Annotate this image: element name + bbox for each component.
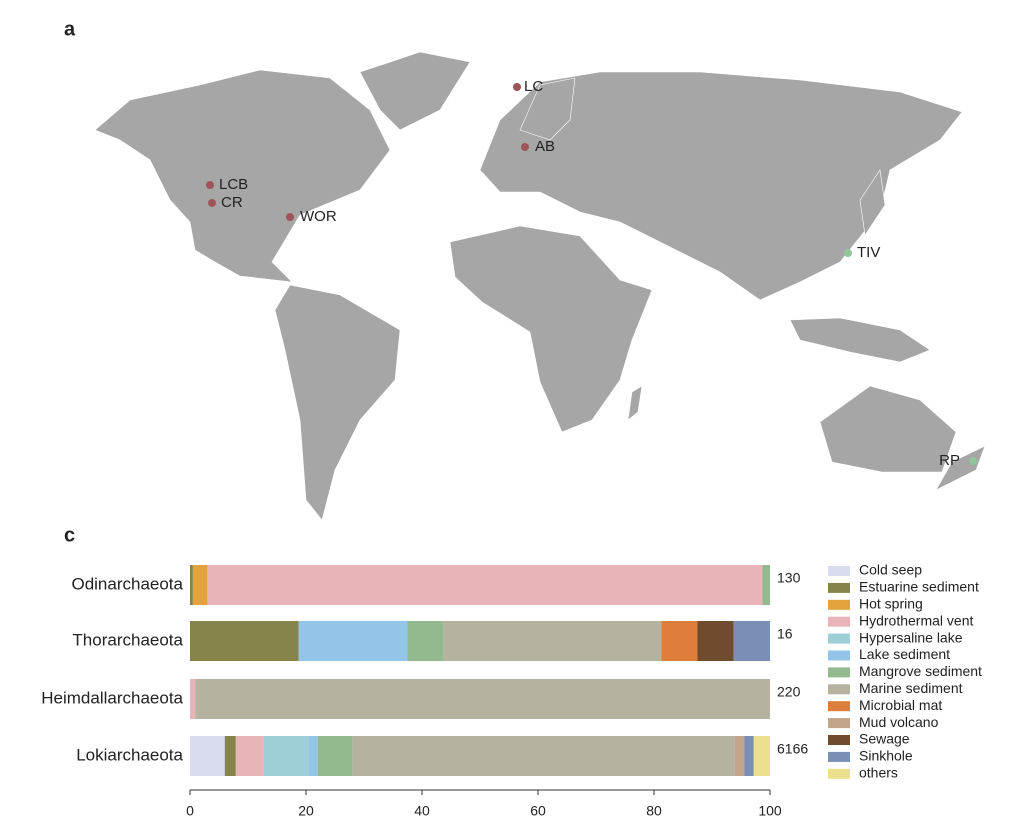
bar-segment	[224, 736, 236, 776]
bar-segment	[744, 736, 754, 776]
bar-segment	[190, 621, 299, 661]
category-label: Odinarchaeota	[71, 574, 183, 593]
south-america	[274, 284, 401, 521]
category-label: Heimdallarchaeota	[41, 688, 183, 707]
bar-segment	[317, 736, 353, 776]
africa	[449, 225, 653, 433]
bar-segment	[190, 736, 225, 776]
legend-swatch	[828, 684, 850, 695]
bar-segment	[207, 565, 763, 605]
x-tick-label: 20	[298, 803, 314, 819]
bar-segment	[352, 736, 735, 776]
legend-swatch	[828, 735, 850, 745]
site-marker	[969, 457, 977, 465]
legend-label: Mud volcano	[859, 714, 939, 730]
legend-label: Marine sediment	[859, 680, 963, 696]
legend-swatch	[828, 566, 850, 576]
north-america	[94, 69, 391, 283]
site-label: RP	[939, 452, 960, 469]
total-label: 130	[777, 570, 801, 586]
legend-swatch	[828, 650, 850, 661]
total-label: 16	[777, 626, 793, 642]
legend-swatch	[828, 701, 850, 712]
legend-label: Mangrove sediment	[859, 663, 982, 679]
legend-label: Sewage	[859, 731, 910, 747]
greenland	[359, 51, 471, 131]
site-label: WOR	[300, 208, 337, 225]
bar-segment	[195, 679, 771, 719]
site-label: LCB	[219, 176, 248, 193]
site-marker	[513, 83, 521, 91]
bar-segment	[308, 736, 318, 776]
panel-label: c	[64, 524, 75, 546]
legend-label: Hot spring	[859, 596, 923, 612]
bar-segment	[235, 736, 264, 776]
site-label: CR	[221, 194, 243, 211]
site-marker	[286, 213, 294, 221]
bar-segment	[298, 621, 408, 661]
bar-segment	[407, 621, 444, 661]
bar-segment	[753, 736, 770, 776]
legend-label: Hypersaline lake	[859, 629, 963, 645]
total-label: 6166	[777, 741, 808, 757]
bar-segment	[190, 565, 193, 605]
bar-segment	[697, 621, 734, 661]
legend-swatch	[828, 751, 850, 762]
australia	[819, 385, 957, 473]
world-map	[94, 51, 986, 521]
site-label: TIV	[857, 244, 880, 261]
legend-swatch	[828, 633, 850, 644]
new-zealand	[935, 445, 986, 491]
scandinavia	[519, 77, 576, 141]
site-marker	[206, 181, 214, 189]
legend-label: others	[859, 765, 898, 781]
legend-label: Microbial mat	[859, 697, 942, 713]
legend-label: Hydrothermal vent	[859, 612, 973, 628]
panel-label: a	[64, 18, 76, 40]
legend-swatch	[828, 768, 850, 779]
total-label: 220	[777, 684, 801, 700]
bar-segment	[190, 679, 196, 719]
site-label: AB	[535, 138, 555, 155]
x-tick-label: 60	[530, 803, 546, 819]
bar-segment	[192, 565, 208, 605]
legend-label: Lake sediment	[859, 646, 950, 662]
japan	[859, 169, 886, 236]
bar-segment	[661, 621, 698, 661]
category-label: Lokiarchaeota	[76, 745, 183, 764]
legend-swatch	[828, 718, 850, 729]
bar-segment	[263, 736, 309, 776]
legend-swatch	[828, 599, 850, 610]
x-tick-label: 80	[646, 803, 662, 819]
bar-segment	[443, 621, 662, 661]
bar-segment	[734, 736, 745, 776]
legend-label: Cold seep	[859, 562, 922, 578]
x-tick-label: 100	[758, 803, 782, 819]
site-marker	[208, 199, 216, 207]
madagascar	[627, 385, 643, 421]
category-label: Thorarchaeota	[72, 630, 183, 649]
legend-swatch	[828, 616, 850, 627]
x-tick-label: 0	[186, 803, 194, 819]
legend-label: Sinkhole	[859, 748, 913, 764]
legend-swatch	[828, 667, 850, 678]
legend-label: Estuarine sediment	[859, 579, 979, 595]
indonesia	[789, 317, 931, 363]
bar-segment	[762, 565, 770, 605]
site-marker	[844, 249, 852, 257]
legend-swatch	[828, 582, 850, 593]
x-tick-label: 40	[414, 803, 430, 819]
bar-segment	[733, 621, 770, 661]
site-marker	[521, 143, 529, 151]
site-label: LC	[524, 78, 543, 95]
